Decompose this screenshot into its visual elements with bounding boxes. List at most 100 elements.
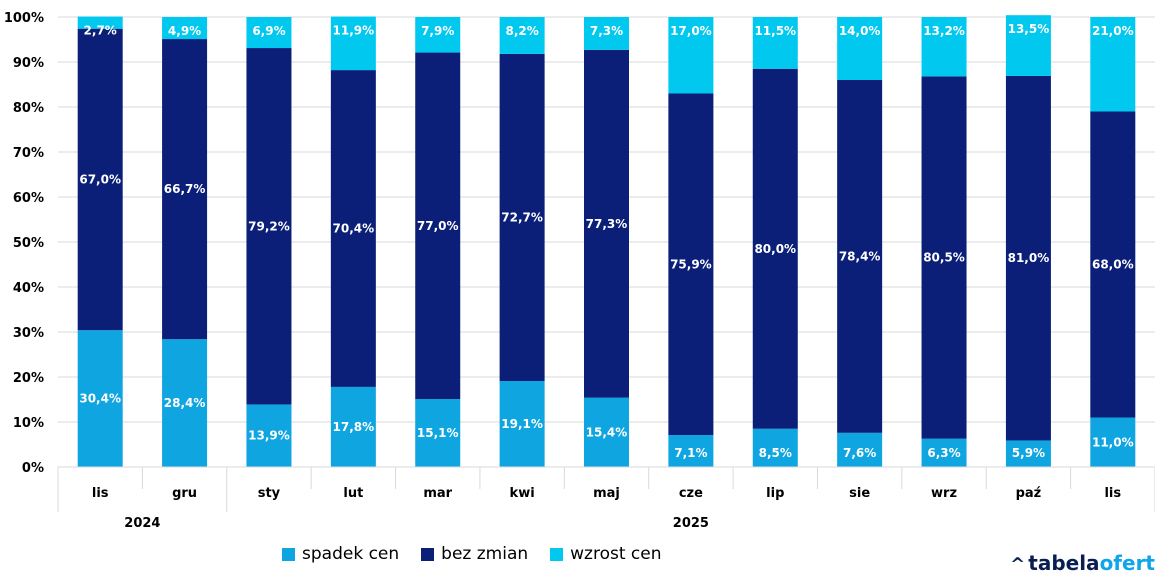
data-label: 80,5% bbox=[923, 251, 965, 265]
data-label: 77,0% bbox=[417, 219, 459, 233]
y-tick-label: 20% bbox=[13, 371, 44, 386]
data-label: 68,0% bbox=[1092, 258, 1134, 272]
logo-prefix: tabela bbox=[1028, 551, 1100, 575]
bar-segment bbox=[162, 339, 208, 467]
data-label: 70,4% bbox=[333, 222, 375, 236]
data-label: 13,5% bbox=[1008, 22, 1050, 36]
data-label: 66,7% bbox=[164, 182, 206, 196]
bar-segment bbox=[499, 17, 545, 54]
bar-segment bbox=[415, 399, 461, 467]
y-tick-label: 90% bbox=[13, 56, 44, 71]
data-label: 13,9% bbox=[248, 429, 290, 443]
data-label: 2,7% bbox=[84, 24, 117, 38]
legend-label-wzrost: wzrost cen bbox=[570, 544, 662, 564]
y-tick-label: 50% bbox=[13, 236, 44, 251]
y-axis: 0% 10% 20% 30% 40% 50% 60% 70% 80% 90% 100% bbox=[4, 11, 44, 476]
bar-segment bbox=[499, 381, 545, 467]
legend-label-spadek: spadek cen bbox=[302, 544, 400, 564]
x-tick-label: maj bbox=[593, 486, 620, 501]
bar-segment bbox=[77, 28, 123, 331]
data-label: 5,9% bbox=[1012, 446, 1045, 460]
legend-item-bez-zmian: bez zmian bbox=[421, 544, 528, 564]
data-label: 8,5% bbox=[759, 446, 792, 460]
x-tick-label: lis bbox=[92, 486, 109, 501]
bar-segment bbox=[246, 48, 292, 405]
data-label: 81,0% bbox=[1008, 251, 1050, 265]
bar-segment bbox=[415, 52, 461, 400]
bar-segment bbox=[77, 16, 123, 29]
x-tick-label: kwi bbox=[510, 486, 535, 501]
y-tick-label: 80% bbox=[13, 101, 44, 116]
x-axis: lis gru sty lut mar kwi maj cze lip sie wrz paź lis 2… bbox=[57, 466, 1155, 531]
bars: 30,4% 67,0% 2,7% 28,4% 66,7% 4,9% 13,9% 79,2% 6,… bbox=[77, 15, 1136, 467]
brand-logo: ^ tabelaofert bbox=[1010, 551, 1155, 575]
data-label: 78,4% bbox=[839, 249, 881, 263]
bar-segment bbox=[246, 404, 292, 467]
bar-segment bbox=[77, 330, 123, 467]
y-tick-label: 100% bbox=[4, 11, 44, 26]
data-label: 21,0% bbox=[1092, 24, 1134, 38]
bar-segment bbox=[1005, 15, 1051, 76]
x-tick-label: paź bbox=[1016, 486, 1042, 501]
bar-segment bbox=[584, 17, 629, 50]
bar-segment bbox=[668, 435, 714, 467]
logo-suffix: ofert bbox=[1099, 551, 1155, 575]
data-label: 28,4% bbox=[164, 396, 206, 410]
x-tick-label: mar bbox=[423, 486, 452, 501]
bar-segment bbox=[668, 17, 714, 94]
y-tick-label: 0% bbox=[22, 461, 44, 476]
bar-segment bbox=[668, 93, 714, 436]
y-tick-label: 30% bbox=[13, 326, 44, 341]
x-tick-label: cze bbox=[679, 486, 703, 501]
bar-segment bbox=[837, 80, 883, 433]
bar-segment bbox=[499, 53, 545, 382]
bar-segment bbox=[246, 17, 292, 49]
legend-swatch-bez-zmian bbox=[421, 547, 435, 561]
bar-segment bbox=[837, 432, 883, 467]
year-group-label: 2024 bbox=[124, 516, 160, 531]
data-label: 19,1% bbox=[501, 417, 543, 431]
data-label: 6,3% bbox=[927, 446, 960, 460]
bar-segment bbox=[584, 49, 629, 398]
x-tick-label: lis bbox=[1104, 486, 1121, 501]
data-label: 17,0% bbox=[670, 24, 712, 38]
bar-segment bbox=[752, 17, 798, 69]
bar-segment bbox=[162, 17, 208, 40]
year-group-label: 2025 bbox=[673, 516, 709, 531]
data-label: 7,9% bbox=[421, 24, 454, 38]
data-label: 30,4% bbox=[79, 392, 121, 406]
x-tick-label: gru bbox=[172, 486, 197, 501]
data-label: 15,4% bbox=[586, 425, 628, 439]
bar-segment bbox=[752, 68, 798, 429]
bar-segment bbox=[330, 16, 376, 71]
data-label: 7,1% bbox=[674, 446, 707, 460]
data-label: 75,9% bbox=[670, 257, 712, 271]
data-label: 11,9% bbox=[333, 24, 375, 38]
bar-segment bbox=[1090, 111, 1136, 418]
x-tick-label: sty bbox=[258, 486, 281, 501]
bar-segment bbox=[921, 438, 967, 467]
bar-segment bbox=[837, 17, 883, 80]
data-label: 6,9% bbox=[252, 24, 285, 38]
bar-segment bbox=[1090, 417, 1136, 467]
bar-segment bbox=[330, 70, 376, 387]
data-label: 17,8% bbox=[333, 420, 375, 434]
data-label: 14,0% bbox=[839, 24, 881, 38]
data-label: 4,9% bbox=[168, 24, 201, 38]
data-label: 13,2% bbox=[923, 24, 965, 38]
data-label: 7,3% bbox=[590, 24, 623, 38]
y-tick-label: 40% bbox=[13, 281, 44, 296]
x-tick-label: sie bbox=[849, 486, 870, 501]
y-tick-label: 60% bbox=[13, 191, 44, 206]
bar-segment bbox=[921, 17, 967, 77]
bar-segment bbox=[330, 386, 376, 467]
x-tick-label: lut bbox=[343, 486, 363, 501]
bar-segment bbox=[1090, 17, 1136, 112]
data-label: 80,0% bbox=[754, 242, 796, 256]
y-tick-label: 10% bbox=[13, 416, 44, 431]
bar-segment bbox=[1005, 75, 1051, 441]
data-label: 79,2% bbox=[248, 219, 290, 233]
bar-segment bbox=[162, 39, 208, 340]
y-tick-label: 70% bbox=[13, 146, 44, 161]
stacked-bar-chart: 0% 10% 20% 30% 40% 50% 60% 70% 80% 90% 100% 30,4% 6… bbox=[4, 11, 1155, 531]
